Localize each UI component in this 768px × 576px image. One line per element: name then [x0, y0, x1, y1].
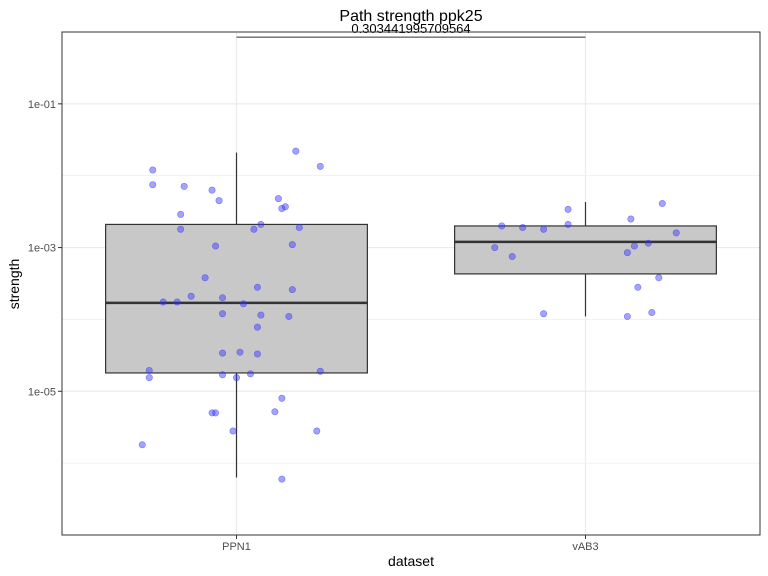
data-point: [219, 371, 227, 379]
data-point: [498, 222, 506, 230]
data-point: [313, 427, 321, 435]
data-point: [644, 239, 652, 247]
x-axis-title: dataset: [388, 553, 434, 569]
data-point: [149, 166, 157, 174]
data-point: [672, 229, 680, 237]
box-series: [105, 152, 717, 478]
x-tick-label: PPN1: [222, 541, 251, 553]
data-point: [655, 274, 663, 282]
data-point: [630, 242, 638, 250]
data-point: [246, 370, 254, 378]
data-point: [180, 182, 188, 190]
data-point: [295, 224, 303, 232]
data-point: [540, 310, 548, 318]
data-point: [623, 312, 631, 320]
p-value-label: 0.303441995709564: [351, 21, 470, 36]
data-point: [274, 195, 282, 203]
data-point: [634, 283, 642, 291]
data-point: [288, 286, 296, 294]
data-point: [187, 292, 195, 300]
data-point: [233, 374, 241, 382]
panel-border: [61, 31, 761, 536]
data-point: [257, 220, 265, 228]
data-point: [177, 210, 185, 218]
y-tick-label: 1e-01: [28, 99, 56, 111]
data-point: [658, 200, 666, 208]
y-axis-title: strength: [6, 259, 22, 310]
data-point: [281, 203, 289, 211]
data-point: [648, 308, 656, 316]
data-point: [491, 244, 499, 252]
data-point: [219, 294, 227, 302]
data-point: [508, 253, 516, 261]
data-point: [215, 197, 223, 205]
data-point: [177, 225, 185, 233]
data-point: [145, 374, 153, 382]
data-point: [285, 312, 293, 320]
data-point: [623, 249, 631, 257]
data-point: [316, 162, 324, 170]
data-point: [239, 300, 247, 308]
data-point: [208, 186, 216, 194]
data-point: [219, 310, 227, 318]
data-point: [278, 204, 286, 212]
data-point: [564, 205, 572, 213]
y-axis-ticks: 1e-05 1e-03 1e-01: [28, 99, 62, 398]
data-point: [201, 274, 209, 282]
data-points: [138, 147, 680, 483]
data-point: [236, 348, 244, 356]
x-axis-ticks: PPN1 vAB3: [222, 535, 599, 553]
data-point: [564, 220, 572, 228]
data-point: [229, 427, 237, 435]
data-point: [149, 181, 157, 189]
data-point: [271, 408, 279, 416]
data-point: [288, 241, 296, 249]
x-tick-label: vAB3: [572, 541, 598, 553]
data-point: [219, 349, 227, 357]
data-point: [627, 215, 635, 223]
data-point: [540, 225, 548, 233]
data-point: [253, 350, 261, 358]
data-point: [253, 283, 261, 291]
box-iqr: [454, 225, 717, 275]
data-point: [519, 224, 527, 232]
data-point: [253, 323, 261, 331]
data-point: [278, 394, 286, 402]
box-iqr: [105, 223, 368, 374]
data-point: [257, 311, 265, 319]
data-point: [250, 225, 258, 233]
data-point: [138, 441, 146, 449]
data-point: [159, 298, 167, 306]
chart-title: Path strength ppk25: [339, 8, 482, 25]
data-point: [173, 298, 181, 306]
data-point: [292, 147, 300, 155]
data-point: [145, 366, 153, 374]
data-point: [212, 409, 220, 417]
data-point: [316, 367, 324, 375]
y-tick-label: 1e-03: [28, 243, 56, 255]
data-point: [212, 242, 220, 250]
y-tick-label: 1e-05: [28, 386, 56, 398]
data-point: [278, 475, 286, 483]
